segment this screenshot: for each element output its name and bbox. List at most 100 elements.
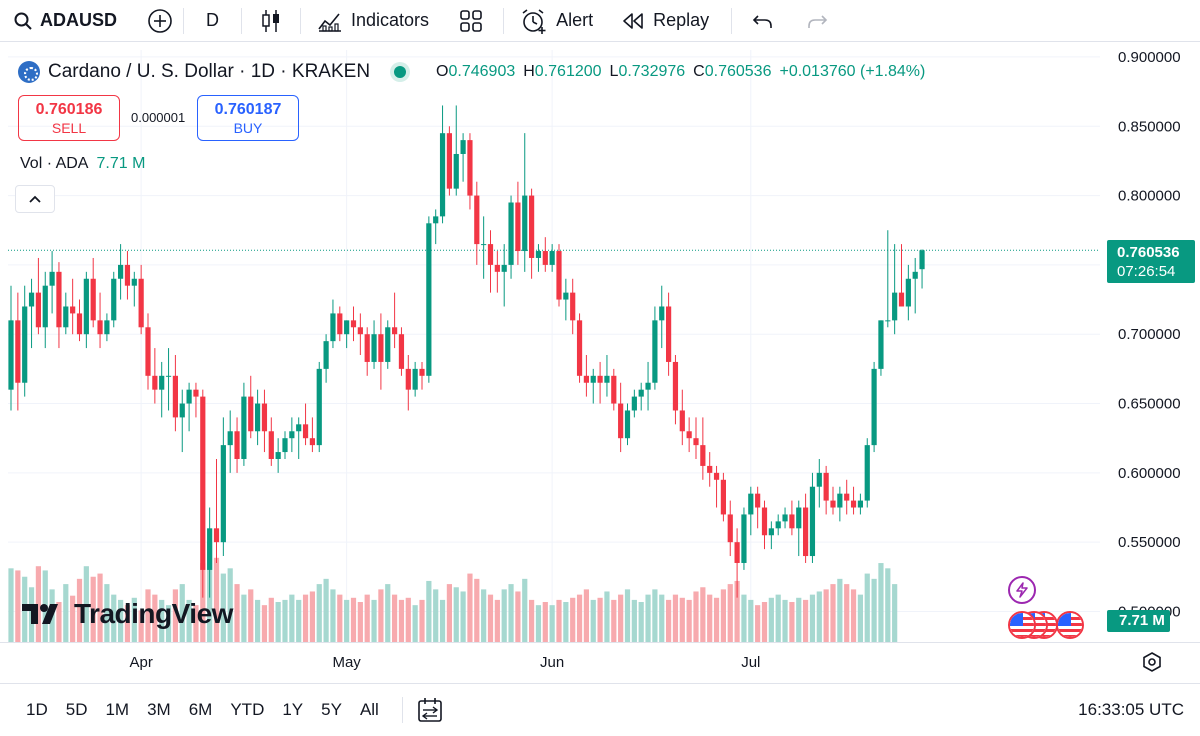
- buy-price: 0.760187: [214, 101, 282, 118]
- plus-circle-icon: [148, 8, 172, 33]
- range-button-5y[interactable]: 5Y: [321, 699, 342, 719]
- range-button-6m[interactable]: 6M: [188, 699, 213, 719]
- layouts-button[interactable]: [439, 0, 503, 42]
- candle-body: [508, 202, 514, 265]
- volume-bar: [385, 584, 391, 642]
- low-value: 0.732976: [618, 63, 686, 80]
- grid-icon: [460, 9, 482, 32]
- candle-body: [186, 389, 192, 404]
- candle-body: [542, 251, 548, 265]
- volume-bar: [570, 597, 576, 642]
- candle-body: [672, 361, 679, 411]
- range-button-1d[interactable]: 1D: [26, 699, 48, 719]
- candle-body: [501, 264, 507, 272]
- candle-body: [809, 486, 816, 557]
- range-button-1m[interactable]: 1M: [105, 699, 130, 719]
- sell-button[interactable]: 0.760186 SELL: [18, 95, 120, 141]
- candle-body: [104, 320, 110, 335]
- alert-button[interactable]: Alert: [504, 0, 603, 42]
- redo-button[interactable]: [794, 0, 840, 42]
- y-axis-tick-label: 0.650000: [1118, 396, 1181, 413]
- candle-body: [364, 334, 370, 362]
- candle-body: [693, 438, 699, 446]
- volume-bar: [337, 594, 343, 642]
- candle-body: [76, 313, 83, 335]
- candle-body: [686, 431, 692, 439]
- volume-bar: [515, 591, 521, 642]
- undo-button[interactable]: [732, 0, 794, 42]
- tradingview-logo-icon: [22, 604, 58, 624]
- symbol-search[interactable]: ADAUSD: [0, 0, 137, 42]
- toolbar-divider: [401, 696, 403, 723]
- chart-settings-button[interactable]: [1141, 651, 1163, 678]
- candle-body: [535, 251, 542, 258]
- volume-bar: [453, 587, 459, 642]
- replay-label: Replay: [653, 10, 710, 30]
- volume-bar: [535, 605, 542, 642]
- candle-body: [624, 410, 631, 439]
- volume-bar: [590, 599, 596, 642]
- undo-icon: [752, 14, 772, 28]
- range-button-3m[interactable]: 3M: [147, 699, 171, 719]
- candle-body: [768, 528, 774, 536]
- volume-bar: [124, 605, 131, 642]
- low-label: L: [609, 63, 619, 80]
- candle-body: [666, 306, 672, 362]
- candle-body: [645, 382, 651, 390]
- candle-body: [549, 251, 555, 265]
- x-axis-tick-label: Jun: [540, 654, 564, 671]
- buy-label: BUY: [233, 120, 263, 136]
- buy-button[interactable]: 0.760187 BUY: [197, 95, 299, 141]
- volume-bar: [419, 599, 425, 642]
- candle-body: [398, 334, 405, 369]
- replay-button[interactable]: Replay: [603, 0, 731, 42]
- compare-button[interactable]: [137, 0, 183, 42]
- range-button-1y[interactable]: 1Y: [282, 699, 304, 719]
- date-range-button[interactable]: [417, 684, 454, 736]
- indicators-button[interactable]: Indicators: [301, 0, 439, 42]
- volume-bar: [864, 573, 870, 642]
- volume-bar: [618, 594, 624, 642]
- candle-body: [700, 445, 706, 466]
- range-button-all[interactable]: All: [359, 699, 379, 719]
- price-chart[interactable]: 0.9000000.8500000.8000000.7500000.700000…: [0, 0, 1200, 683]
- candle-body: [481, 244, 487, 246]
- volume-bar: [172, 589, 178, 642]
- volume-bar: [494, 599, 500, 642]
- volume-bar: [679, 597, 685, 642]
- alert-label: Alert: [556, 10, 594, 30]
- volume-bar: [775, 594, 781, 642]
- interval-button[interactable]: D: [184, 0, 241, 42]
- volume-bar: [542, 602, 548, 642]
- chart-type-button[interactable]: [242, 0, 300, 42]
- volume-bar: [693, 591, 699, 642]
- candle-body: [761, 507, 768, 536]
- tradingview-logo[interactable]: TradingView: [22, 598, 233, 630]
- utc-clock[interactable]: 16:33:05 UTC: [1078, 700, 1184, 719]
- symbol-title[interactable]: Cardano / U. S. Dollar · 1D · KRAKEN: [48, 61, 371, 82]
- candle-body: [597, 375, 603, 383]
- flash-icon[interactable]: [1008, 576, 1036, 604]
- y-axis-tick-label: 0.900000: [1118, 49, 1181, 66]
- candle-body: [371, 334, 377, 362]
- open-label: O: [436, 63, 449, 80]
- candle-body: [124, 264, 131, 286]
- candle-body: [453, 153, 459, 189]
- candle-body: [419, 368, 425, 376]
- us-flag-icon[interactable]: [1056, 611, 1084, 639]
- volume-bar: [734, 580, 740, 642]
- y-axis-tick-label: 0.800000: [1118, 188, 1181, 205]
- volume-bar: [275, 602, 281, 642]
- toolbar-divider: [300, 7, 302, 34]
- volume-bar: [885, 568, 891, 642]
- candle-body: [42, 285, 48, 328]
- volume-bar: [755, 605, 761, 642]
- candle-body: [563, 292, 569, 300]
- range-button-ytd[interactable]: YTD: [230, 699, 265, 719]
- candle-body: [138, 278, 144, 328]
- candle-body: [63, 306, 69, 328]
- volume-bar: [111, 594, 117, 642]
- us-flag-icon[interactable]: [1008, 611, 1036, 639]
- collapse-legend-button[interactable]: [15, 185, 55, 213]
- range-button-5d[interactable]: 5D: [65, 699, 88, 719]
